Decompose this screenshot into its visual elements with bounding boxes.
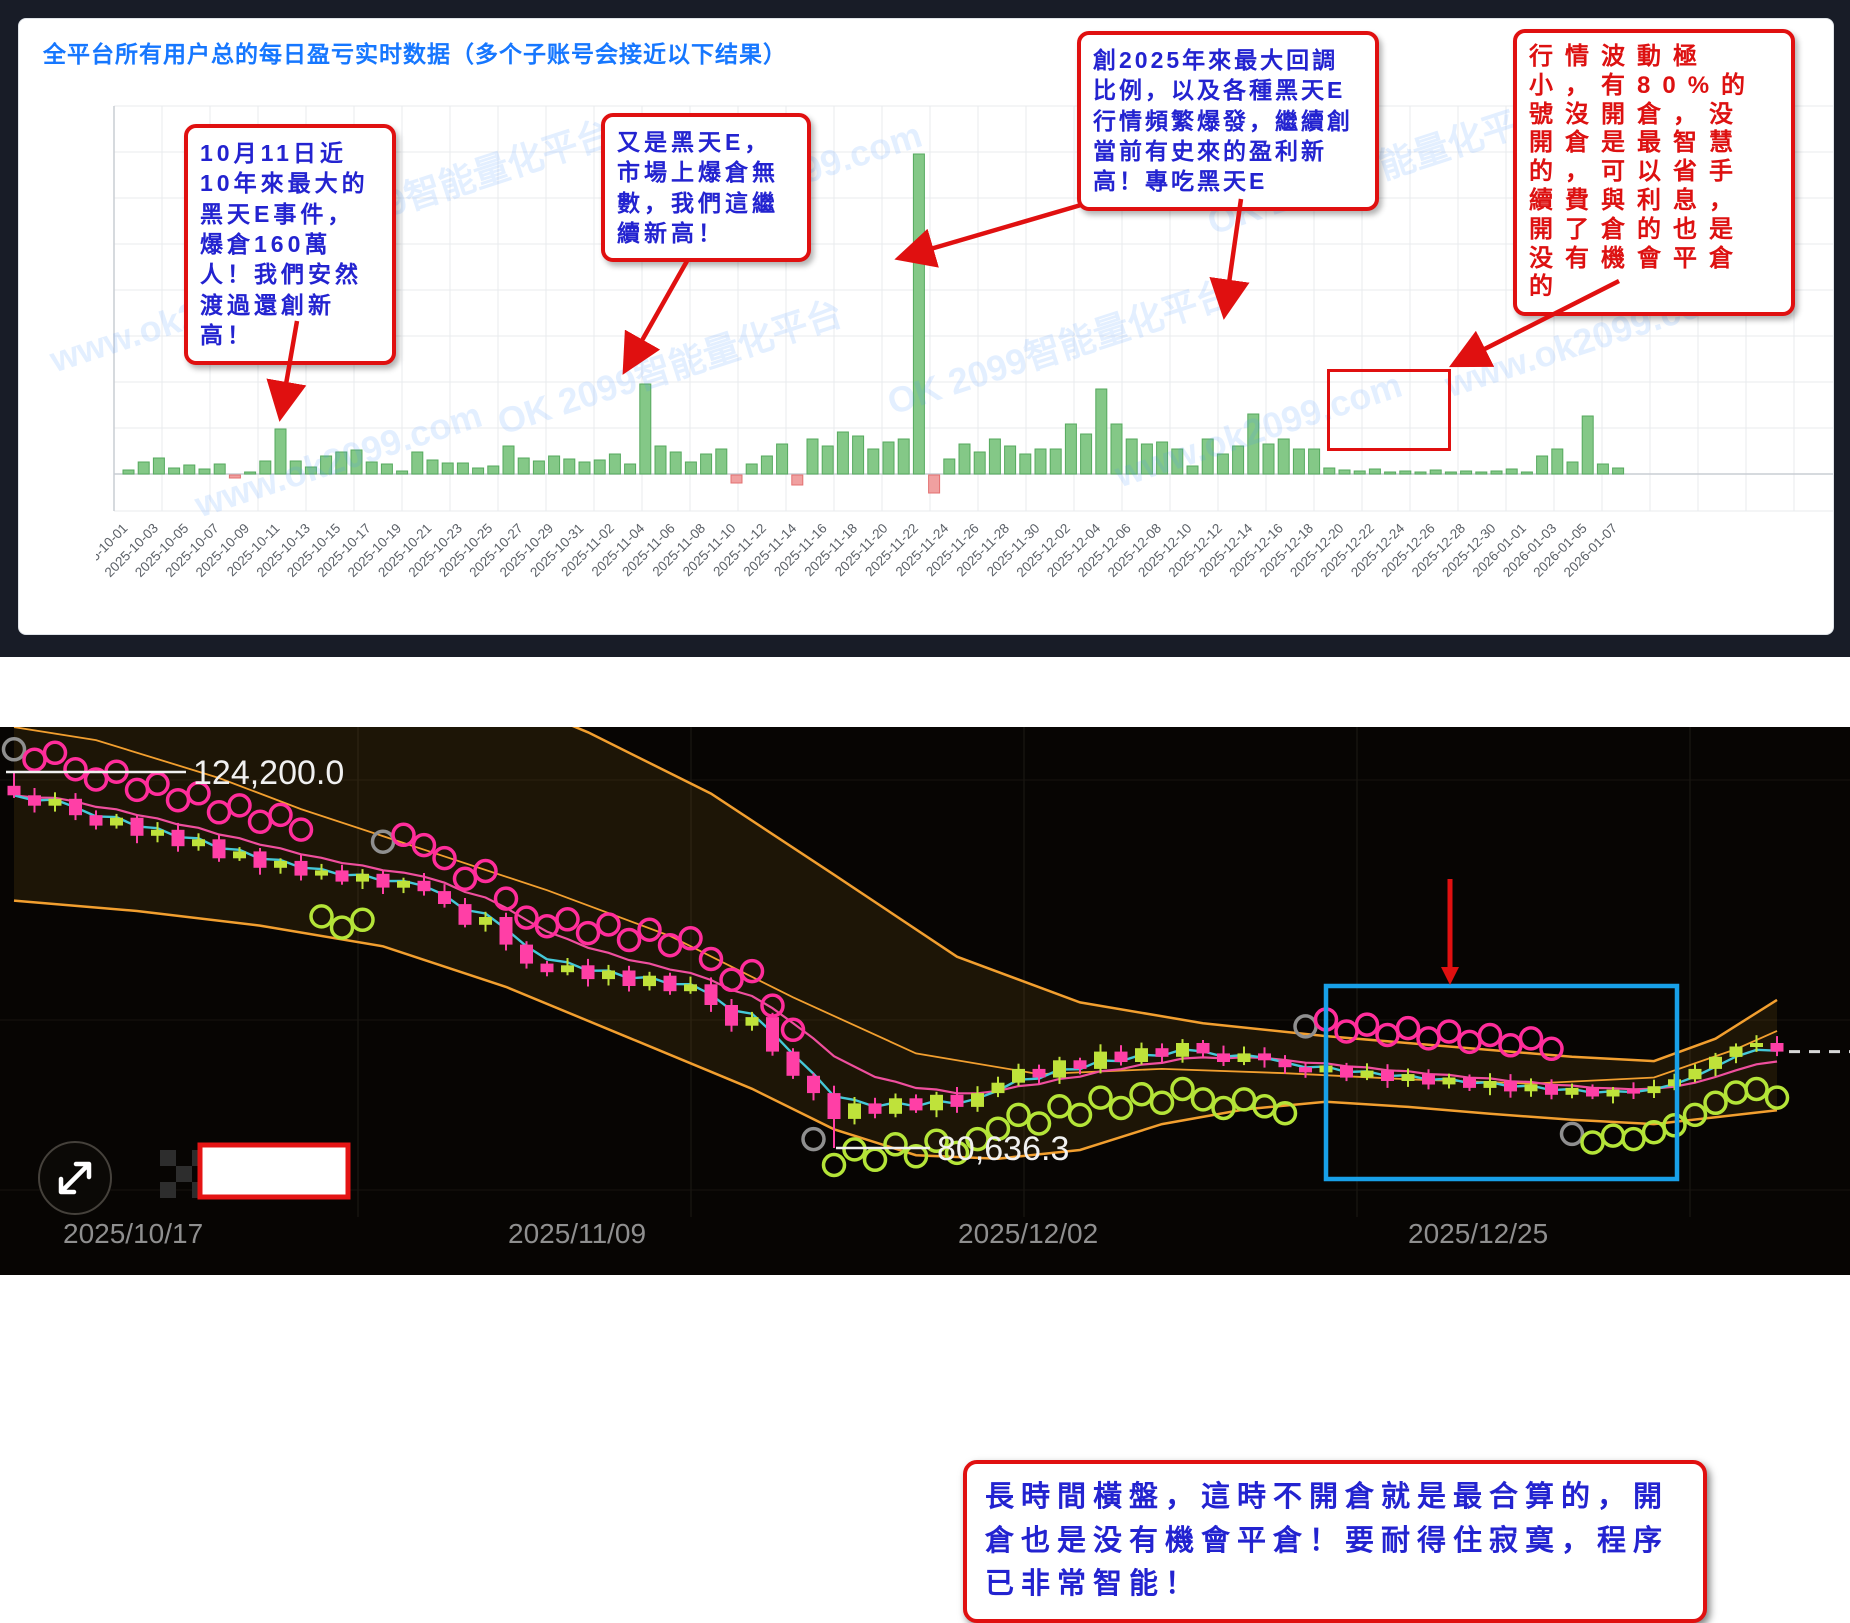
censored-logo-box [197,1142,351,1200]
annotation-text: 行情波動極小，有80%的號沒開倉，没開倉是最智慧的，可以省手續費與利息，開了倉的… [1529,43,1758,301]
candlestick-chart[interactable]: 124,200.0 80,636.3 2025/10/17 2025/11/09… [0,727,1850,1275]
annotation-text: 10月11日近10年來最大的黑天E事件，爆倉160萬人！我們安然渡過還創新高！ [200,140,369,349]
annotation-black-swan-again: 又是黑天E，市場上爆倉無數，我們這繼續新高！ [601,113,811,263]
annotation-black-swan-oct11: 10月11日近10年來最大的黑天E事件，爆倉160萬人！我們安然渡過還創新高！ [184,124,396,365]
page-title: 全平台所有用户总的每日盈亏实时数据（多个子账号会接近以下结果） [43,41,787,67]
sideways-highlight-box [1323,983,1680,1182]
x-axis-date-labels: 2025-10-012025-10-032025-10-052025-10-07… [96,520,1620,580]
annotation-low-volatility: 行情波動極小，有80%的號沒開倉，没開倉是最智慧的，可以省手續費與利息，開了倉的… [1513,29,1795,317]
annotation-max-drawdown: 創2025年來最大回調比例，以及各種黑天E行情頻繁爆發，繼續創當前有史來的盈利新… [1077,31,1379,211]
daily-pnl-card: 全平台所有用户总的每日盈亏实时数据（多个子账号会接近以下结果） www.ok20… [18,18,1834,635]
annotation-text: 創2025年來最大回調比例，以及各種黑天E行情頻繁爆發，繼續創當前有史來的盈利新… [1093,47,1353,195]
annotation-text: 長時間橫盤，這時不開倉就是最合算的，開倉也是没有機會平倉！要耐得住寂寞，程序已非… [985,1481,1670,1600]
annotation-text: 又是黑天E，市場上爆倉無數，我們這繼續新高！ [617,129,779,247]
x-axis-label: 2025/12/25 [1408,1218,1548,1249]
high-price-label: 124,200.0 [193,754,344,792]
x-axis-label: 2025/11/09 [508,1218,646,1249]
candlestick-plot [0,727,1850,1217]
x-axis-label: 2025/12/02 [958,1218,1098,1249]
annotation-sideways-market: 長時間橫盤，這時不開倉就是最合算的，開倉也是没有機會平倉！要耐得住寂寞，程序已非… [963,1460,1707,1623]
candlestick-panel[interactable]: 124,200.0 80,636.3 2025/10/17 2025/11/09… [0,727,1850,1623]
x-axis-label: 2025/10/17 [63,1218,203,1249]
expand-button[interactable] [38,1141,112,1215]
flat-zone-highlight-rect [1327,369,1451,451]
low-price-label: 80,636.3 [937,1130,1069,1168]
arrowhead [1441,967,1459,985]
pnl-bars [122,153,1625,494]
expand-icon [58,1161,92,1195]
hero-section: 全平台所有用户总的每日盈亏实时数据（多个子账号会接近以下结果） www.ok20… [0,0,1850,657]
